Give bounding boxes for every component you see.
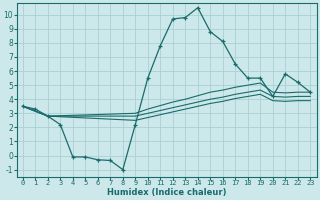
X-axis label: Humidex (Indice chaleur): Humidex (Indice chaleur) (107, 188, 226, 197)
